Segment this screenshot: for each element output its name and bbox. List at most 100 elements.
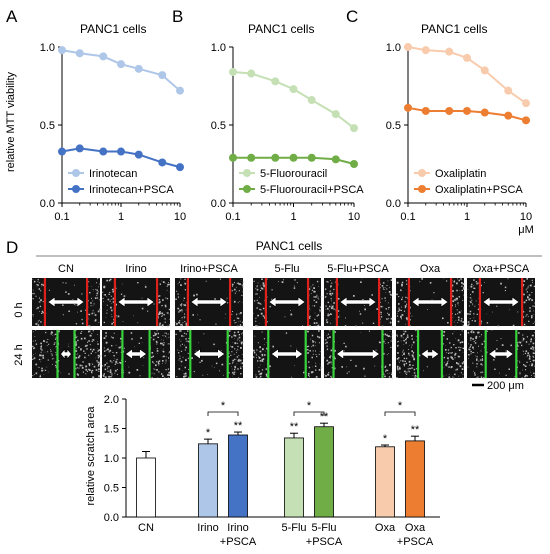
bar [198,443,218,518]
scratch-width-arrow [488,348,514,360]
panel-a-series-1-point [75,49,84,58]
panel-a-series-2-point [75,144,84,153]
panel-a-series-2-point [99,147,108,156]
scratch-width-arrow [192,348,226,360]
bar-category-label: Irino [197,522,218,534]
panel-b-y-tick-label: 0.5 [211,120,226,132]
panel-c-title: PANC1 cells [421,22,487,36]
panel-a-series-1-point [158,71,167,80]
scratch-width-arrow [411,296,449,308]
panel-c-series-2-point [463,106,471,115]
scratch-image-24h [102,330,171,380]
bar-chart-y-tick-label: 1.5 [104,424,119,436]
panel-a-legend-marker-2 [72,185,80,193]
panel-a-title: PANC1 cells [80,22,146,36]
scratch-width-arrow [420,348,440,360]
row-label-0h: 0 h [13,302,25,317]
scratch-width-arrow [60,348,72,360]
panel-b-series-1-point [247,69,256,78]
bar [284,437,304,518]
condition-label: CN [58,263,74,275]
bar-category-label: +PSCA [306,536,343,548]
panel-b-series-line-1 [232,71,355,129]
panel-c: C PANC1 cells μM 0.0 0.5 1.0 0.1 1 10 Oxalipla… [346,7,534,236]
condition-label: Irino+PSCA [180,263,238,275]
bar [228,434,248,518]
panel-c-legend-marker-1 [418,169,426,177]
condition-label: 5-Flu [274,263,299,275]
condition-label: Irino [125,263,146,275]
significance-stars: ** [320,411,329,423]
panel-c-series-1-point [404,43,412,51]
panel-c-series-1-point [445,47,454,56]
cell-texture [253,330,323,379]
bar-category-label: Irino [227,522,248,534]
panel-c-series-1-point [522,99,530,108]
panel-b-y-tick-label: 1.0 [211,42,226,54]
panel-b-x-tick-label: 10 [348,211,360,223]
panel-c-plot: 0.0 0.5 1.0 0.1 1 10 Oxaliplatin Oxaliplatin+PS… [386,42,532,223]
bar-category-label: +PSCA [220,536,257,548]
scale-bar-label: 200 μm [487,380,524,392]
significance-stars: ** [411,424,420,436]
panel-a: A PANC1 cells relative MTT viability 0.0… [5,7,186,223]
bar-chart-y-axis-label: relative scratch area [85,406,97,506]
scratch-image-0h [396,278,465,327]
condition-label: 5-Flu+PSCA [327,263,389,275]
scratch-width-arrow [124,348,148,360]
bar [136,457,156,518]
panel-b-series-1-point [331,110,340,119]
significance-stars: * [383,433,388,445]
panel-a-series-2-point [117,147,125,156]
cell-texture [324,278,394,328]
panel-b-legend-label-2: 5-Fluorouracil+PSCA [260,184,364,196]
panel-a-x-tick-label: 10 [174,211,186,223]
panel-a-series-2-point [58,147,66,156]
panel-b-legend-marker-1 [243,169,251,177]
panel-b-series-2-point [331,155,340,164]
panel-a-legend-label-1: Irinotecan [89,168,137,180]
scratch-image-0h [467,278,537,328]
cell-texture [32,278,101,328]
bar-chart-y-tick-label: 0.0 [104,512,119,524]
bracket-significance: * [398,400,403,412]
panel-a-series-1-point [117,60,125,69]
panel-b: B PANC1 cells 0.0 0.5 1.0 0.1 1 10 5-Fluoroura… [172,7,364,223]
panel-b-series-2-point [247,153,256,162]
panel-b-legend-label-1: 5-Fluorouracil [260,168,327,180]
scratch-image-24h [324,330,394,380]
scratch-image-0h [102,278,171,328]
scratch-image-0h [253,278,323,327]
panel-b-series-1-point [350,124,358,133]
scratch-image-24h [175,330,245,379]
scratch-width-arrow [336,348,380,360]
panel-letter-c: C [346,7,358,26]
panel-b-series-2-point [229,153,237,162]
panel-a-x-tick-label: 0.1 [54,211,69,223]
bar [314,426,334,518]
comparison-bracket [384,411,416,416]
panel-b-title: PANC1 cells [248,22,314,36]
panel-c-x-unit: μM [518,224,534,236]
panel-b-series-2-point [350,160,358,168]
bar-category-label: 5-Flu [281,522,306,534]
scratch-image-24h [396,330,465,380]
panel-b-series-1-point [307,96,316,105]
bracket-significance: * [221,400,226,412]
bar-chart-plot: 0.00.51.01.52.0CN*Irino**Irino+PSCA**5-F… [104,394,440,548]
scratch-image-24h [467,330,537,379]
panel-d: D PANC1 cells CN Irino Irino+PSCA 5-Flu 5-Fl… [6,238,542,392]
scratch-width-arrow [268,296,306,308]
panel-b-y-tick-label: 0.0 [211,198,226,210]
panel-a-series-1-point [99,52,108,61]
panel-c-series-1-point [480,66,489,75]
panel-b-x-tick-label: 1 [290,211,296,223]
panel-c-legend-marker-2 [418,185,426,193]
panel-c-series-1-point [421,46,430,55]
panel-b-series-2-point [289,153,298,162]
scratch-area-bar-chart: relative scratch area 0.0 0.5 1.0 1.5 2.0 CN *… [85,394,440,548]
panel-a-y-axis-label: relative MTT viability [5,71,17,172]
bar [375,446,395,518]
scratch-image-24h [32,330,102,380]
panel-c-series-2-point [445,106,454,115]
